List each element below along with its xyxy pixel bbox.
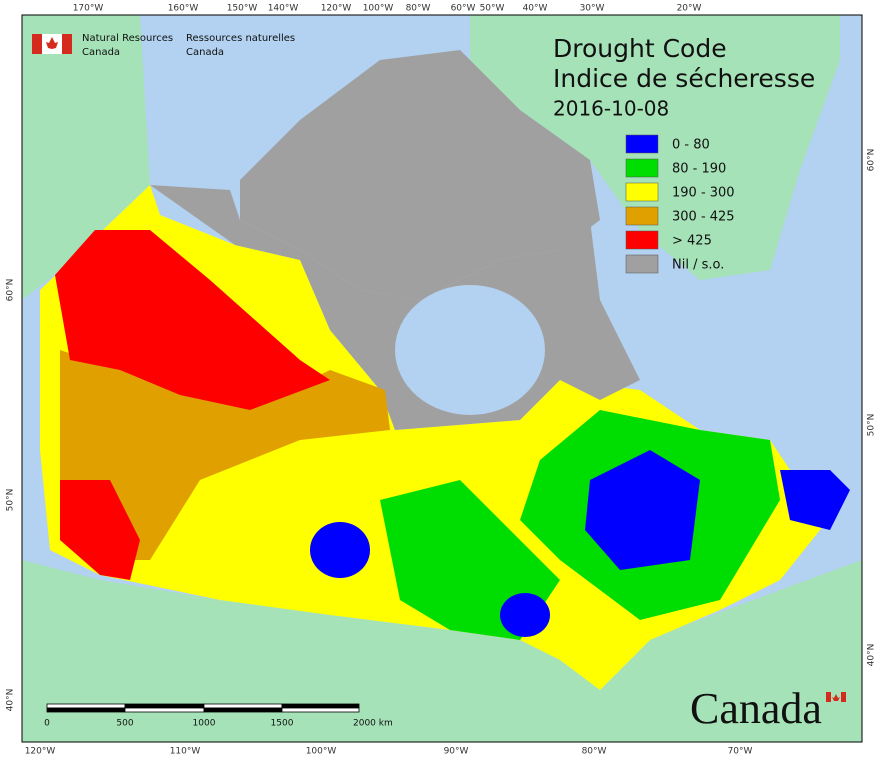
blue-ontario bbox=[500, 593, 550, 637]
graticule-label: 60°N bbox=[6, 279, 16, 302]
graticule-label: 80°W bbox=[582, 747, 607, 757]
graticule-label: 70°W bbox=[728, 747, 753, 757]
legend-swatch bbox=[625, 230, 659, 250]
scale-segment-top bbox=[281, 703, 360, 709]
agency-name: Ressources naturelles bbox=[186, 33, 295, 44]
graticule-label: 40°N bbox=[867, 644, 877, 667]
scale-label: 0 bbox=[44, 719, 50, 729]
graticule-label: 120°W bbox=[25, 747, 56, 757]
scale-segment-bottom bbox=[203, 707, 283, 713]
graticule-label: 170°W bbox=[73, 4, 104, 14]
map-frame bbox=[21, 14, 863, 743]
map-title: Drought Code bbox=[553, 34, 727, 63]
scale-segment-bottom bbox=[124, 707, 205, 713]
scale-label: 1000 bbox=[193, 719, 216, 729]
blue-quebec bbox=[585, 450, 700, 570]
graticule-label: 50°N bbox=[867, 414, 877, 437]
graticule-label: 60°N bbox=[867, 149, 877, 172]
blue-manitoba bbox=[310, 522, 370, 578]
graticule-label: 40°W bbox=[523, 4, 548, 14]
graticule-label: 30°W bbox=[580, 4, 605, 14]
graticule-label: 150°W bbox=[227, 4, 258, 14]
scale-label: 2000 km bbox=[353, 719, 393, 729]
scale-segment-bottom bbox=[281, 707, 360, 713]
hudson-bay bbox=[395, 285, 545, 415]
graticule-label: 60°W bbox=[451, 4, 476, 14]
legend-label: 300 - 425 bbox=[672, 210, 735, 225]
legend-label: 80 - 190 bbox=[672, 162, 726, 177]
orange-band bbox=[60, 350, 390, 560]
scale-segment-bottom bbox=[46, 707, 126, 713]
red-northwest bbox=[55, 230, 330, 410]
arctic-islands bbox=[240, 50, 600, 300]
graticule-label: 100°W bbox=[306, 747, 337, 757]
graticule-label: 90°W bbox=[444, 747, 469, 757]
graticule-label: 50°W bbox=[480, 4, 505, 14]
canada-wordmark: Canada bbox=[690, 684, 822, 733]
map-title: Indice de sécheresse bbox=[553, 64, 815, 93]
alaska bbox=[22, 15, 150, 300]
wordmark-flag bbox=[826, 692, 846, 702]
graticule-label: 100°W bbox=[363, 4, 394, 14]
graticule-label: 160°W bbox=[168, 4, 199, 14]
map-date: 2016-10-08 bbox=[553, 97, 669, 121]
graticule-label: 110°W bbox=[170, 747, 201, 757]
legend-swatch bbox=[625, 158, 659, 178]
legend-swatch bbox=[625, 206, 659, 226]
legend-label: Nil / s.o. bbox=[672, 258, 724, 273]
graticule-label: 50°N bbox=[6, 489, 16, 512]
agency-name: Canada bbox=[186, 47, 224, 58]
scale-label: 500 bbox=[116, 719, 133, 729]
graticule-label: 140°W bbox=[268, 4, 299, 14]
scale-segment-top bbox=[46, 703, 126, 709]
graticule-label: 120°W bbox=[321, 4, 352, 14]
scale-segment-top bbox=[203, 703, 283, 709]
scale-segment-top bbox=[124, 703, 205, 709]
graticule-label: 40°N bbox=[6, 689, 16, 712]
scale-label: 1500 bbox=[271, 719, 294, 729]
graticule-label: 80°W bbox=[406, 4, 431, 14]
graticule-label: 20°W bbox=[677, 4, 702, 14]
flag bbox=[32, 34, 72, 54]
legend-label: 190 - 300 bbox=[672, 186, 735, 201]
united-states bbox=[22, 560, 862, 742]
blue-newfoundland bbox=[780, 470, 850, 530]
agency-name: Canada bbox=[82, 47, 120, 58]
legend-label: > 425 bbox=[672, 234, 712, 249]
legend-swatch bbox=[625, 134, 659, 154]
red-southwest bbox=[60, 480, 140, 580]
agency-name: Natural Resources bbox=[82, 33, 173, 44]
legend-swatch bbox=[625, 182, 659, 202]
legend-label: 0 - 80 bbox=[672, 138, 710, 153]
legend-swatch bbox=[625, 254, 659, 274]
